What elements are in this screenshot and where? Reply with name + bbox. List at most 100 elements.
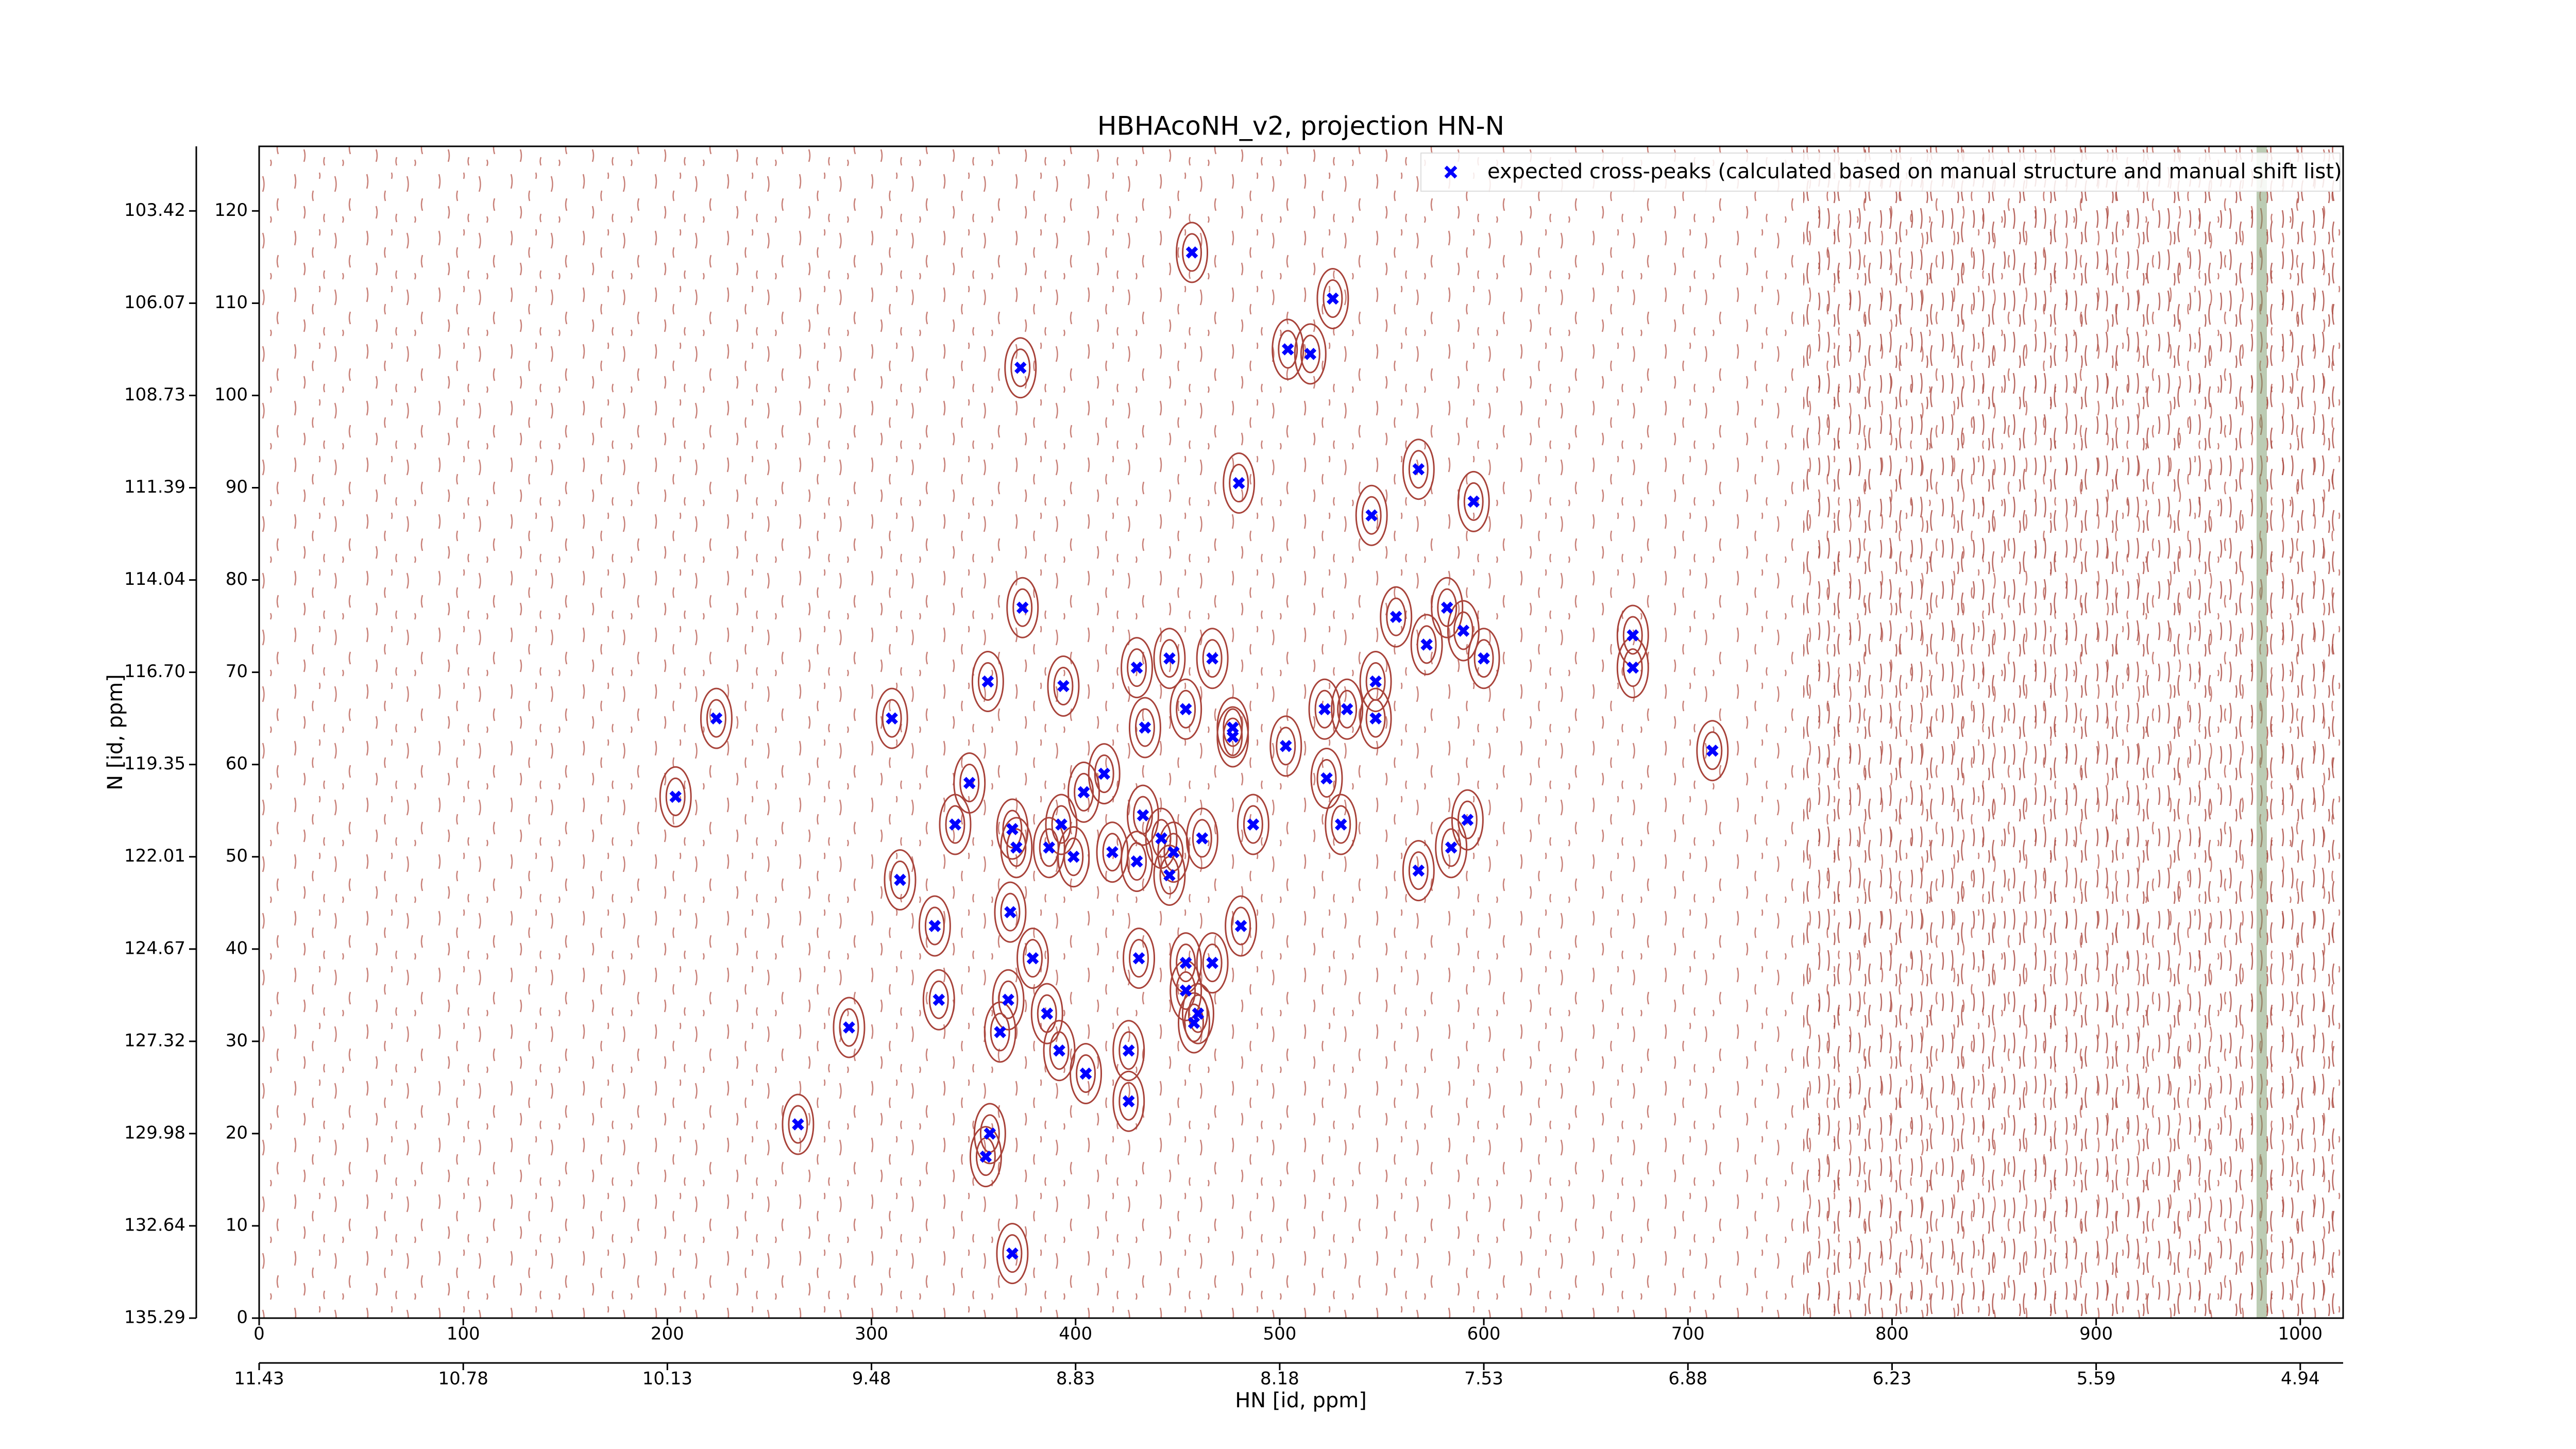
plot-area <box>659 222 1729 1285</box>
cross-peak <box>1281 343 1294 356</box>
peak-contour <box>1184 1003 1205 1042</box>
peak-contour <box>1181 983 1214 1044</box>
cross-peak <box>1327 292 1339 305</box>
cross-peak <box>1467 495 1480 508</box>
peak-contour <box>977 662 998 701</box>
y2-tick-label: 106.07 <box>124 292 185 313</box>
peak-contour <box>1006 577 1039 638</box>
y-tick-label: 50 <box>226 846 248 866</box>
cross-peak <box>1067 850 1080 863</box>
cross-peak <box>1016 601 1029 614</box>
cross-peak <box>669 790 682 803</box>
y2-tick-label: 119.35 <box>124 753 185 774</box>
peak-contour <box>1269 715 1302 777</box>
cross-peak <box>1004 906 1016 918</box>
x2-tick-label: 8.83 <box>1056 1369 1095 1389</box>
x2-tick-label: 7.53 <box>1464 1369 1503 1389</box>
peak-contour <box>875 687 908 749</box>
peak-contour <box>833 997 866 1058</box>
cross-peak <box>1106 846 1118 858</box>
x-tick-label: 700 <box>1671 1324 1705 1344</box>
peak-contour <box>1153 628 1186 689</box>
peak-contour <box>1463 482 1484 521</box>
peak-contour <box>890 860 910 899</box>
legend-marker <box>1444 165 1458 179</box>
x2-tick-label: 10.13 <box>642 1369 692 1389</box>
x2-tick-label: 5.59 <box>2077 1369 2116 1389</box>
peak-contour <box>1308 678 1341 740</box>
cross-peak <box>1010 841 1023 854</box>
peak-contour <box>1236 794 1269 855</box>
peak-contour <box>1030 983 1063 1044</box>
cross-peak <box>886 712 898 724</box>
peak-contour <box>1196 628 1229 689</box>
cross-peak <box>1206 652 1218 665</box>
peak-contour <box>700 687 733 749</box>
peak-contour <box>1112 1020 1145 1082</box>
x2-tick-label: 4.94 <box>2281 1369 2320 1389</box>
cross-peak <box>1043 841 1056 854</box>
y2-tick-label: 114.04 <box>124 569 185 589</box>
y2-tick-label: 132.64 <box>124 1215 185 1235</box>
peak-contour <box>1451 789 1484 851</box>
cross-peak <box>710 712 723 724</box>
peak-contour <box>884 849 917 911</box>
x-tick-label: 900 <box>2079 1324 2113 1344</box>
cross-peak <box>1226 731 1239 743</box>
y-tick-label: 70 <box>226 661 248 682</box>
peak-contour <box>1386 597 1406 636</box>
peak-contour <box>1076 1054 1096 1093</box>
y-tick-label: 100 <box>214 384 248 405</box>
cross-peak <box>792 1118 804 1131</box>
peak-contour <box>1004 337 1037 399</box>
x-tick-label: 500 <box>1263 1324 1296 1344</box>
peak-contour <box>1410 614 1443 676</box>
cross-peak <box>1226 721 1239 734</box>
cross-peak <box>949 818 961 831</box>
cross-peak <box>1247 818 1260 831</box>
peak-contour <box>1051 805 1072 844</box>
cross-peak <box>1206 956 1218 969</box>
peak-contour <box>1437 588 1458 627</box>
peak-contour <box>939 794 972 855</box>
peak-contour <box>1473 639 1494 678</box>
peak-contour <box>1272 318 1304 380</box>
cross-peak <box>1155 832 1167 845</box>
y2-tick-label: 111.39 <box>124 477 185 497</box>
cross-peak <box>1626 661 1639 674</box>
peak-contour <box>1074 772 1094 812</box>
peak-contour <box>1702 731 1723 770</box>
cross-peak <box>981 675 994 688</box>
cross-peak <box>979 1150 992 1163</box>
cross-peak <box>1320 772 1333 785</box>
peak-contour <box>1355 484 1388 546</box>
cross-peak <box>1369 712 1382 724</box>
cross-peak <box>1132 952 1145 965</box>
x-tick-label: 400 <box>1059 1324 1092 1344</box>
peak-contour <box>1057 826 1090 888</box>
peak-contour <box>1118 1031 1139 1070</box>
peak-contour <box>1314 689 1335 729</box>
peak-contour <box>1010 348 1031 387</box>
peak-contour <box>973 1103 1006 1165</box>
peak-contour <box>1043 1020 1076 1082</box>
cross-peak <box>1122 1095 1135 1108</box>
legend-label: expected cross-peaks (calculated based o… <box>1487 160 2342 183</box>
x-tick-label: 200 <box>651 1324 684 1344</box>
peak-contour <box>706 699 726 738</box>
peak-contour <box>928 980 949 1019</box>
y-tick-label: 0 <box>236 1307 248 1328</box>
peak-contour <box>1216 706 1249 768</box>
peak-contour <box>1223 452 1256 514</box>
contour-background <box>1803 146 2343 1318</box>
y-tick-label: 40 <box>226 938 248 958</box>
peak-contour <box>1123 928 1156 989</box>
peak-contour <box>782 1093 815 1155</box>
peak-contour <box>1067 761 1100 823</box>
cross-peak <box>1234 920 1247 932</box>
y-axis-label: N [id, ppm] <box>104 674 127 790</box>
cross-peak <box>1478 652 1490 665</box>
plot-frame <box>258 145 2344 1319</box>
peak-contour <box>1045 794 1078 855</box>
y2-tick-label: 135.29 <box>124 1307 185 1328</box>
